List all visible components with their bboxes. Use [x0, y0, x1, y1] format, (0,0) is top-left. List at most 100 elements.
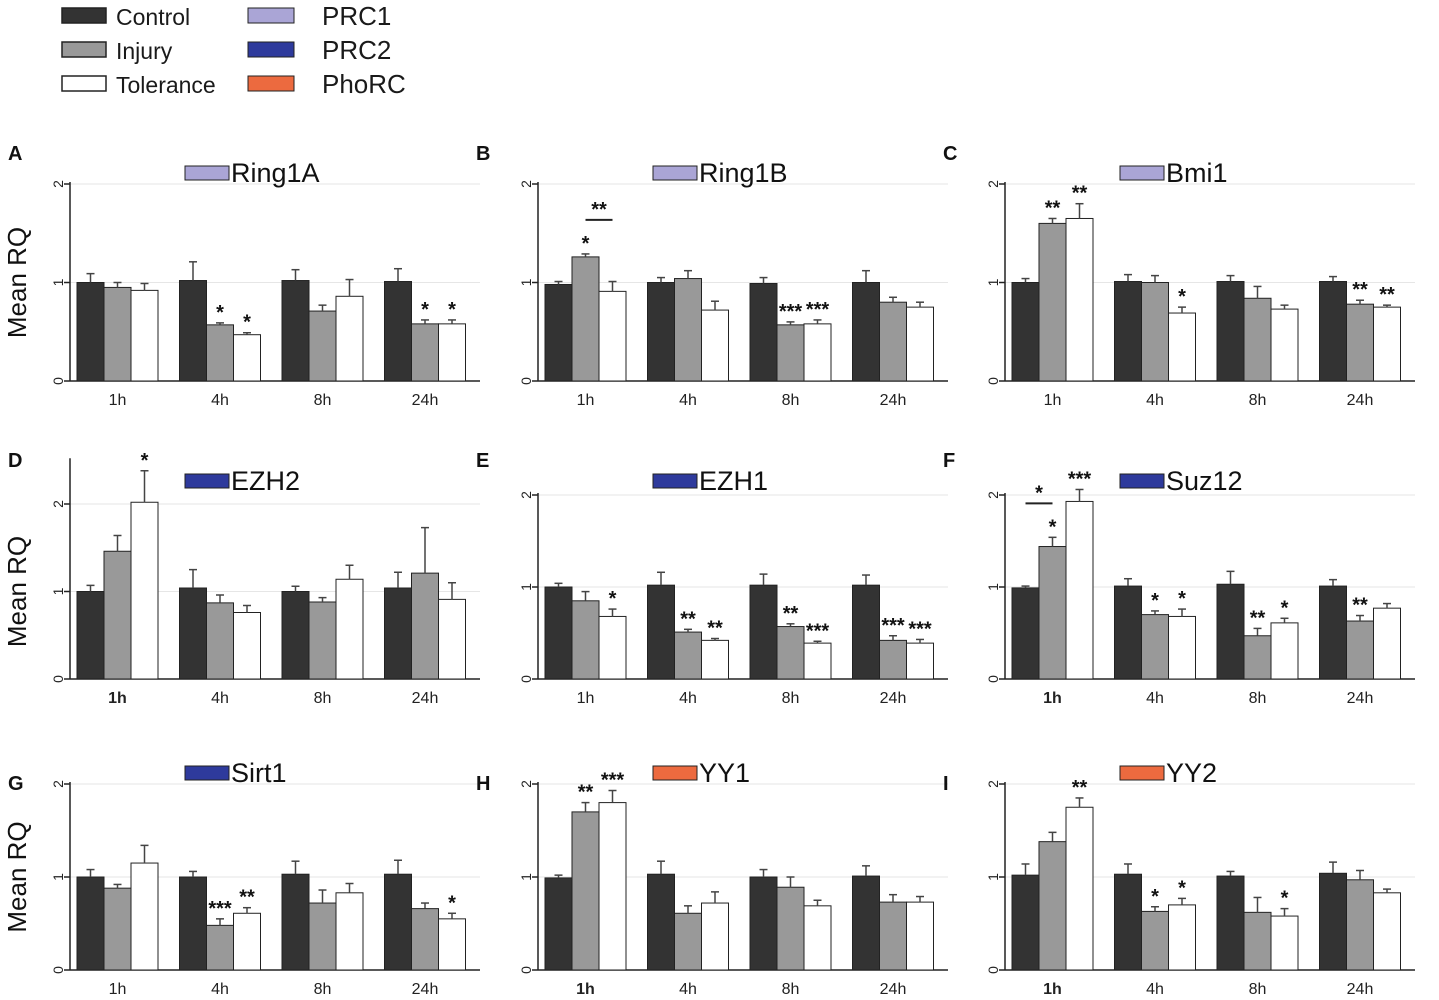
panel-b-xtick-label: 1h [577, 392, 595, 409]
panel-c-significance-mark: ** [1072, 183, 1088, 205]
panel-f-significance-mark: * [1178, 588, 1186, 610]
panel-a-significance-mark: * [243, 312, 251, 334]
panel-g-xtick-label: 4h [211, 981, 229, 998]
panel-f-bar-injury-24h [1346, 620, 1374, 680]
panel-c-ytick-label: 1 [985, 278, 1001, 286]
panel-g-significance-mark: *** [208, 898, 232, 920]
panel-e-ytick-label: 2 [518, 491, 534, 499]
panel-e-significance-mark: ** [707, 618, 723, 640]
panel-c-bar-injury-24h [1346, 303, 1374, 382]
panel-a-bar-tolerance-4h [233, 334, 261, 382]
legend-swatch-injury [61, 41, 107, 58]
panel-f-xtick-label: 8h [1249, 690, 1267, 707]
panel-b-xtick-label: 24h [880, 392, 907, 409]
figure-legend: Control Injury Tolerance PRC1 PRC2 PhoRC [0, 0, 460, 110]
panel-h-bar-injury-1h [571, 811, 600, 971]
panel-c-letter: C [943, 143, 957, 165]
panel-b-bar-control-1h [544, 283, 573, 382]
panel-d-ytick-label: 1 [50, 587, 66, 595]
panel-e-complex-swatch [652, 473, 698, 489]
legend-label-injury: Injury [116, 38, 173, 64]
panel-i-xtick-label: 4h [1146, 981, 1164, 998]
panel-h-title: YY1 [699, 758, 750, 788]
panel-d-ytick-label: 2 [50, 500, 66, 508]
panel-b-bracket-mark: ** [591, 199, 607, 221]
panel-h-bar-control-4h [647, 873, 675, 971]
panel-h-significance-mark: *** [601, 770, 625, 792]
panel-b-bar-control-8h [749, 282, 778, 382]
panel-h-complex-swatch [652, 765, 698, 781]
panel-e-bar-control-1h [544, 586, 573, 680]
panel-d-bar-injury-24h [411, 572, 439, 680]
panel-h-ytick-label: 2 [518, 780, 534, 788]
panel-i-xtick-label: 24h [1347, 981, 1374, 998]
panel-g-xtick-label: 24h [412, 981, 439, 998]
panel-e-significance-mark: * [609, 588, 617, 610]
panel-b-ytick-label: 1 [518, 278, 534, 286]
panel-g-bar-injury-24h [411, 908, 439, 971]
panel-g-bar-injury-8h [308, 902, 337, 971]
panel-b-bar-injury-24h [879, 301, 907, 382]
panel-e-bar-injury-24h [879, 639, 907, 680]
panel-h-bar-tolerance-24h [906, 901, 934, 971]
legend-swatch-control [61, 7, 107, 24]
panel-c-bar-tolerance-4h [1168, 312, 1196, 382]
panel-b-letter: B [476, 143, 490, 165]
panel-g-bar-tolerance-4h [233, 912, 261, 971]
panel-e-bar-control-4h [647, 584, 675, 680]
panel-g-xtick-label: 1h [109, 981, 127, 998]
panel-b-significance-mark: * [582, 233, 590, 255]
panel-h-bar-control-24h [852, 875, 880, 971]
panel-f-bar-control-8h [1216, 583, 1245, 680]
panel-g-bar-control-8h [281, 873, 310, 971]
panel-e-bar-tolerance-4h [701, 639, 729, 680]
panel-i-significance-mark: * [1178, 877, 1186, 899]
panel-b-significance-mark: *** [779, 301, 803, 323]
panel-c-bar-tolerance-8h [1270, 308, 1299, 382]
panel-i-ytick-label: 2 [985, 780, 1001, 788]
panel-d-bar-control-24h [384, 587, 412, 680]
panel-c-xtick-label: 8h [1249, 392, 1267, 409]
panel-e-xtick-label: 24h [880, 690, 907, 707]
panel-a-complex-swatch [184, 165, 230, 181]
panel-g-bar-tolerance-8h [335, 892, 364, 971]
panel-b-bar-tolerance-24h [906, 306, 934, 382]
panel-h-ytick-label: 1 [518, 873, 534, 881]
panel-e-bar-injury-8h [776, 626, 805, 680]
panel-b-bar-injury-8h [776, 324, 805, 382]
panel-e-significance-mark: *** [881, 615, 905, 637]
panel-d-bar-tolerance-1h [130, 501, 159, 680]
panel-d-bar-injury-1h [103, 550, 132, 680]
panel-h-bar-injury-4h [674, 912, 702, 971]
panel-d-letter: D [8, 450, 22, 472]
panel-i-significance-mark: * [1151, 886, 1159, 908]
panel-i-bar-injury-4h [1141, 910, 1169, 971]
panel-a-bar-injury-4h [206, 324, 234, 382]
panel-e-bar-control-8h [749, 584, 778, 680]
panel-h-bar-injury-24h [879, 901, 907, 971]
panel-f-bracket-mark: * [1035, 482, 1043, 504]
panel-a-xtick-label: 8h [314, 392, 332, 409]
panel-i-significance-mark: ** [1072, 777, 1088, 799]
panel-c-ytick-label: 2 [985, 180, 1001, 188]
panel-b-bar-control-4h [647, 282, 675, 382]
panel-e-xtick-label: 4h [679, 690, 697, 707]
panel-f-bar-tolerance-4h [1168, 615, 1196, 680]
panel-e-bar-tolerance-8h [803, 642, 832, 680]
panel-c-complex-swatch [1119, 165, 1165, 181]
panel-d-xtick-label: 1h [108, 690, 127, 707]
panel-f-ytick-label: 2 [985, 491, 1001, 499]
panel-f-bar-injury-1h [1038, 546, 1067, 680]
panel-i-xtick-label: 8h [1249, 981, 1267, 998]
panel-i-bar-control-8h [1216, 875, 1245, 971]
panel-f-bar-injury-8h [1243, 635, 1272, 680]
panel-g-xtick-label: 8h [314, 981, 332, 998]
panel-e-ytick-label: 0 [518, 675, 534, 683]
panel-i-xtick-label: 1h [1043, 981, 1062, 998]
panel-a-significance-mark: * [216, 302, 224, 324]
panel-e-significance-mark: ** [680, 608, 696, 630]
